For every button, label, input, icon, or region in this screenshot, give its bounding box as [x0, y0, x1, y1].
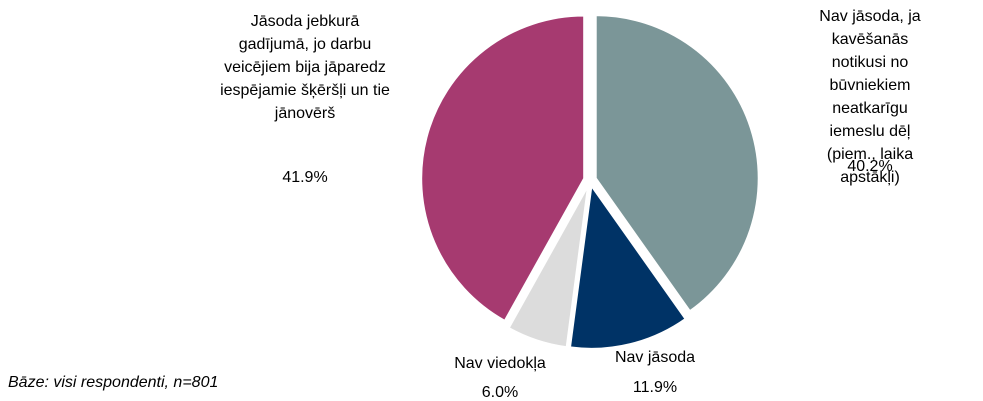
slice [507, 185, 590, 349]
slice [594, 14, 760, 313]
value-label: 41.9% [282, 169, 328, 186]
slice-label: Nav jāsoda [614, 349, 696, 366]
slice-label: Nav jāsoda, ja kavēšanās notikusi no būv… [819, 8, 921, 186]
value-label: 11.9% [632, 379, 678, 396]
slice [420, 14, 586, 323]
slice [568, 183, 687, 350]
slice-label: Nav viedokļa [454, 355, 546, 372]
base-note: Bāze: visi respondenti, n=801 [8, 374, 219, 391]
value-label: 6.0% [481, 384, 519, 401]
slice-label: Jāsoda jebkurā gadījumā, jo darbu veicēj… [220, 13, 390, 122]
value-label: 40.2% [847, 158, 893, 175]
